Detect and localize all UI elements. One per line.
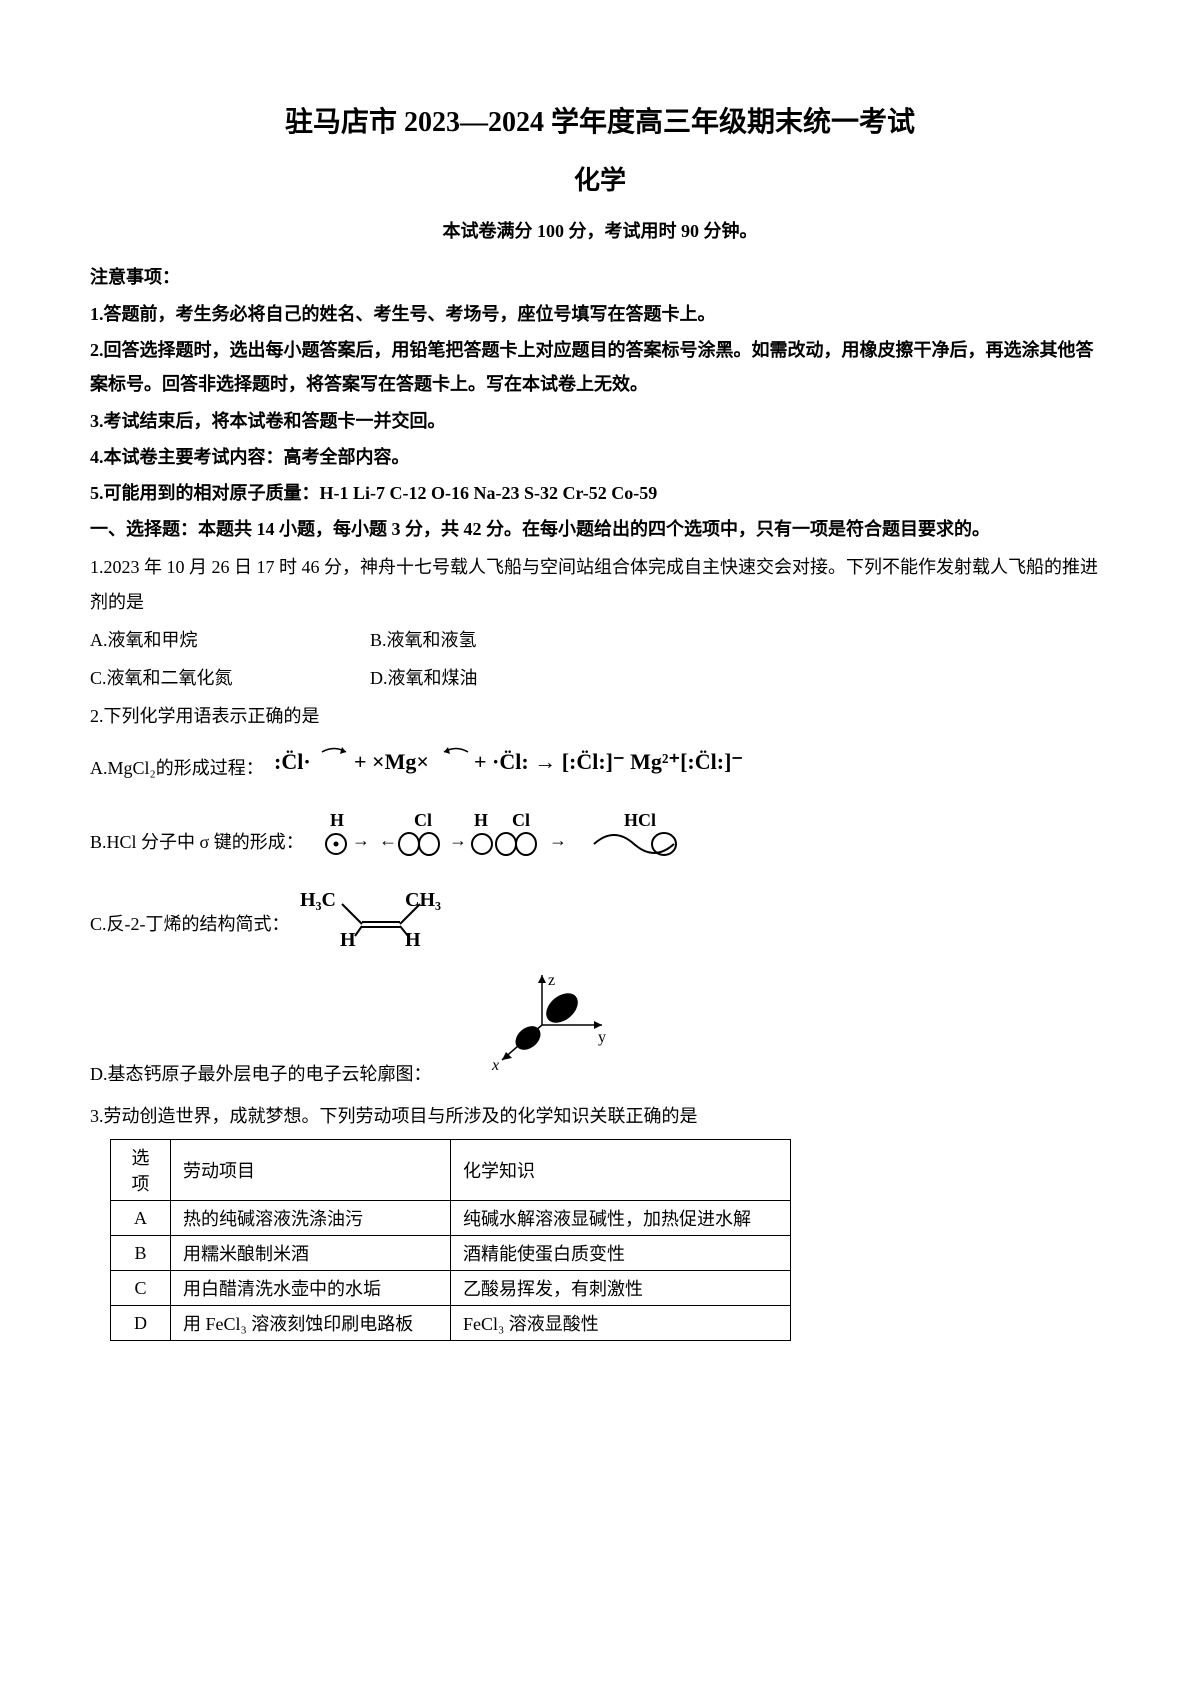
svg-text:H: H <box>330 810 344 830</box>
note-item: 4.本试卷主要考试内容：高考全部内容。 <box>90 440 1110 474</box>
table-cell: FeCl₃ 溶液显酸性 <box>451 1306 791 1341</box>
lewis-diagram-icon: :C̈l· + ×Mg× + ·C̈l: → [:C̈l:]⁻ Mg²⁺[:C̈… <box>274 737 754 798</box>
table-header: 选项 <box>111 1140 171 1201</box>
orbital-overlap-icon: H → Cl ← → H Cl → HCl <box>314 806 734 877</box>
svg-text:x: x <box>491 1057 499 1074</box>
table-cell: A <box>111 1201 171 1236</box>
section-header: 一、选择题：本题共 14 小题，每小题 3 分，共 42 分。在每小题给出的四个… <box>90 512 1110 546</box>
question-1-stem: 1.2023 年 10 月 26 日 17 时 46 分，神舟十七号载人飞船与空… <box>90 550 1110 618</box>
option-D: D.液氧和煤油 <box>370 661 650 695</box>
svg-text:HCl: HCl <box>624 810 656 830</box>
question-2-option-C: C.反-2-丁烯的结构简式： H₃C CH₃ H H <box>90 886 1110 962</box>
table-cell: 纯碱水解溶液显碱性，加热促进水解 <box>451 1201 791 1236</box>
svg-text:+ ·C̈l: → [:C̈l:]⁻ Mg²⁺[:C̈l:: + ·C̈l: → [:C̈l:]⁻ Mg²⁺[:C̈l:]⁻ <box>474 749 743 774</box>
svg-text:→: → <box>352 830 370 850</box>
svg-text:Cl: Cl <box>414 810 432 830</box>
table-row: D 用 FeCl₃ 溶液刻蚀印刷电路板 FeCl₃ 溶液显酸性 <box>111 1306 791 1341</box>
question-1-options-row1: A.液氧和甲烷 B.液氧和液氢 <box>90 623 1110 657</box>
option-B-label: B.HCl 分子中 σ 键的形成： <box>90 825 304 859</box>
table-row: A 热的纯碱溶液洗涤油污 纯碱水解溶液显碱性，加热促进水解 <box>111 1201 791 1236</box>
svg-text:←: ← <box>379 830 397 850</box>
svg-text:Cl: Cl <box>512 810 530 830</box>
table-cell: 用 FeCl₃ 溶液刻蚀印刷电路板 <box>171 1306 451 1341</box>
table-cell: 乙酸易挥发，有刺激性 <box>451 1271 791 1306</box>
svg-text:H: H <box>340 929 356 951</box>
note-item: 2.回答选择题时，选出每小题答案后，用铅笔把答题卡上对应题目的答案标号涂黑。如需… <box>90 333 1110 401</box>
question-1-options-row2: C.液氧和二氧化氮 D.液氧和煤油 <box>90 661 1110 695</box>
svg-text:→: → <box>549 830 567 850</box>
question-2-option-B: B.HCl 分子中 σ 键的形成： H → Cl ← → H Cl → HCl <box>90 806 1110 877</box>
table-row: 选项 劳动项目 化学知识 <box>111 1140 791 1201</box>
option-B: B.液氧和液氢 <box>370 623 650 657</box>
svg-text:H: H <box>405 929 421 951</box>
option-D-label: D.基态钙原子最外层电子的电子云轮廓图： <box>90 1057 432 1091</box>
page-subject: 化学 <box>90 160 1110 197</box>
notes-label: 注意事项： <box>90 263 1110 289</box>
page-title: 驻马店市 2023—2024 学年度高三年级期末统一考试 <box>90 100 1110 140</box>
table-cell: 用糯米酿制米酒 <box>171 1236 451 1271</box>
option-C: C.液氧和二氧化氮 <box>90 661 370 695</box>
table-header: 化学知识 <box>451 1140 791 1201</box>
table-cell: B <box>111 1236 171 1271</box>
note-item: 3.考试结束后，将本试卷和答题卡一并交回。 <box>90 404 1110 438</box>
svg-text:y: y <box>598 1029 606 1046</box>
table-cell: 用白醋清洗水壶中的水垢 <box>171 1271 451 1306</box>
option-C-label: C.反-2-丁烯的结构简式： <box>90 907 290 941</box>
table-row: B 用糯米酿制米酒 酒精能使蛋白质变性 <box>111 1236 791 1271</box>
svg-text::C̈l·: :C̈l· <box>274 749 311 774</box>
table-cell: 热的纯碱溶液洗涤油污 <box>171 1201 451 1236</box>
option-A-label: A.MgCl₂的形成过程： <box>90 751 264 785</box>
note-item: 1.答题前，考生务必将自己的姓名、考生号、考场号，座位号填写在答题卡上。 <box>90 297 1110 331</box>
svg-text:+ ×Mg×: + ×Mg× <box>354 749 429 774</box>
table-cell: C <box>111 1271 171 1306</box>
question-2-stem: 2.下列化学用语表示正确的是 <box>90 699 1110 733</box>
question-3-stem: 3.劳动创造世界，成就梦想。下列劳动项目与所涉及的化学知识关联正确的是 <box>90 1099 1110 1133</box>
svg-text:CH₃: CH₃ <box>405 889 441 911</box>
svg-text:z: z <box>548 972 555 989</box>
table-row: C 用白醋清洗水壶中的水垢 乙酸易挥发，有刺激性 <box>111 1271 791 1306</box>
svg-text:→: → <box>449 830 467 850</box>
orbital-shape-icon: z y x <box>472 970 612 1091</box>
note-item: 5.可能用到的相对原子质量：H-1 Li-7 C-12 O-16 Na-23 S… <box>90 476 1110 510</box>
option-A: A.液氧和甲烷 <box>90 623 370 657</box>
question-2-option-A: A.MgCl₂的形成过程： :C̈l· + ×Mg× + ·C̈l: → [:C… <box>90 737 1110 798</box>
svg-text:H₃C: H₃C <box>300 889 336 911</box>
exam-info: 本试卷满分 100 分，考试用时 90 分钟。 <box>90 217 1110 243</box>
table-header: 劳动项目 <box>171 1140 451 1201</box>
svg-text:H: H <box>474 810 488 830</box>
structural-formula-icon: H₃C CH₃ H H <box>300 886 460 962</box>
table-cell: D <box>111 1306 171 1341</box>
table-cell: 酒精能使蛋白质变性 <box>451 1236 791 1271</box>
question-3-table: 选项 劳动项目 化学知识 A 热的纯碱溶液洗涤油污 纯碱水解溶液显碱性，加热促进… <box>110 1139 791 1341</box>
question-2-option-D: D.基态钙原子最外层电子的电子云轮廓图： z y x <box>90 970 1110 1091</box>
